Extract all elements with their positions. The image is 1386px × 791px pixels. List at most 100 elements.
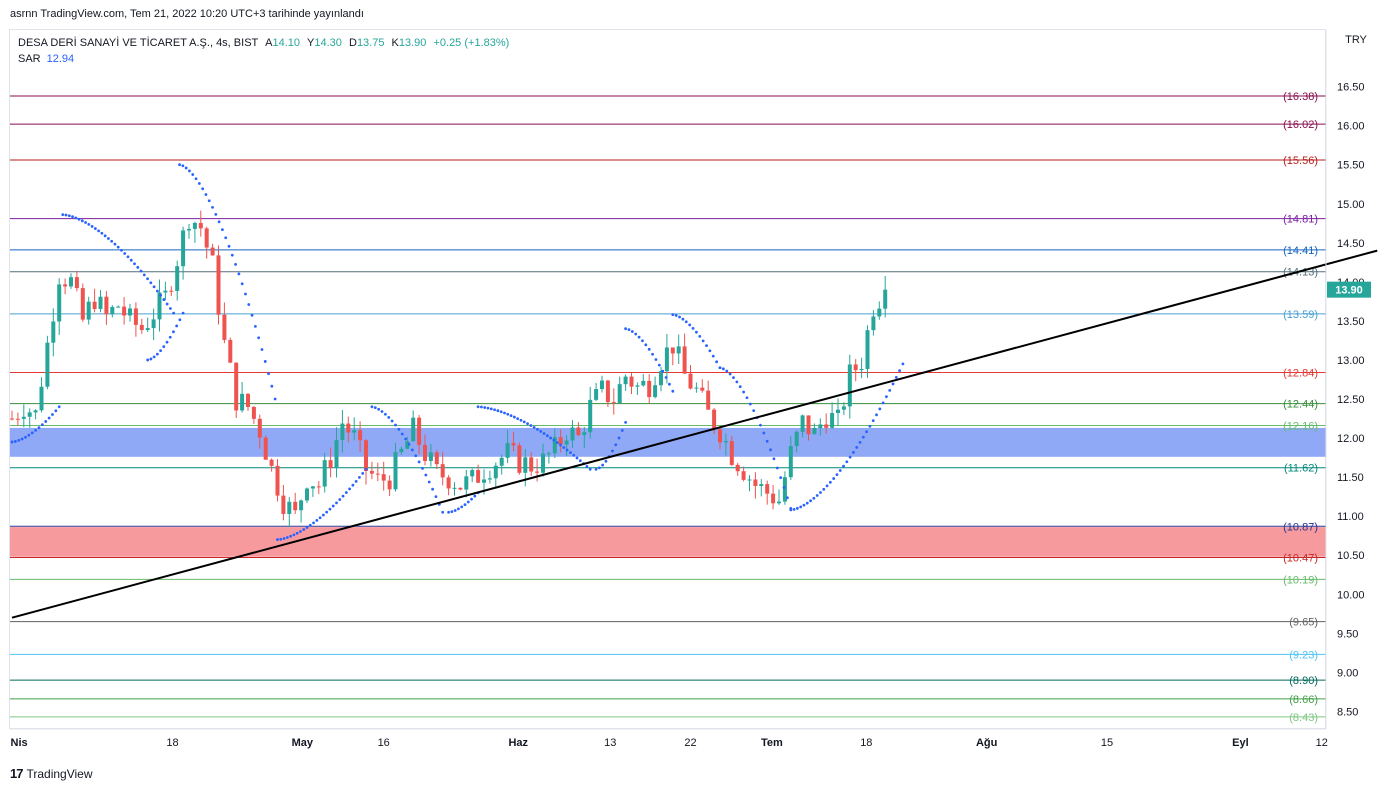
sar-dot <box>772 457 776 461</box>
price-tick-label: 12.00 <box>1337 433 1365 445</box>
sar-dot <box>178 163 181 167</box>
sar-dot <box>155 352 159 356</box>
level-label: (14.41) <box>1283 245 1318 257</box>
candle-body <box>824 424 829 428</box>
sar-dot <box>364 467 368 471</box>
sar-dot <box>684 320 688 324</box>
sar-dot <box>181 164 185 168</box>
candle-body <box>133 308 138 325</box>
candle-body <box>788 446 793 478</box>
candle-body <box>782 477 787 502</box>
candle-body <box>794 431 799 447</box>
candle-body <box>299 500 304 511</box>
sar-dot <box>799 505 803 509</box>
sar-dot <box>630 330 634 333</box>
candle-body <box>263 437 268 460</box>
open-label: A <box>265 37 273 49</box>
candle-body <box>251 406 256 419</box>
sar-dot <box>27 433 31 437</box>
sar-dot <box>260 348 264 351</box>
sar-dot <box>152 355 156 359</box>
sar-dot <box>644 343 648 347</box>
sar-dot <box>221 228 224 232</box>
sar-dot <box>815 494 819 497</box>
candle-body <box>428 452 433 461</box>
sar-value: 12.94 <box>46 53 75 65</box>
candle-body <box>187 228 191 231</box>
candle-body <box>670 347 675 354</box>
candle-body <box>275 465 280 496</box>
price-tick-label: 15.50 <box>1337 160 1365 172</box>
sar-dot <box>698 334 702 338</box>
time-axis: Nis 18 May 16 Haz 13 22 Tem 18 Ağu 15 Eyl 12 <box>10 728 1328 749</box>
sar-dot <box>705 344 708 348</box>
sar-dot <box>417 460 421 464</box>
candle-body <box>27 412 32 417</box>
currency-label[interactable]: TRY <box>1345 34 1367 46</box>
sar-dot <box>562 446 566 449</box>
sar-dot <box>217 220 221 224</box>
sar-dot <box>779 476 783 480</box>
level-label: (10.87) <box>1283 521 1318 533</box>
symbol-name[interactable]: DESA DERİ SANAYİ VE TİCARET A.Ş., 4s, BI… <box>18 37 259 49</box>
sar-dot <box>383 412 387 416</box>
candle-body <box>653 385 658 398</box>
sar-dot <box>328 507 332 511</box>
support-resistance-zone <box>10 427 1326 457</box>
candle-body <box>269 459 274 466</box>
sar-dot <box>522 420 526 424</box>
sar-dot <box>875 413 878 417</box>
sar-dot <box>838 469 842 472</box>
sar-dot <box>792 507 796 511</box>
candle-body <box>470 470 475 477</box>
candle-body <box>594 389 599 400</box>
time-tick-label: Haz <box>508 737 528 749</box>
sar-dot <box>84 221 87 224</box>
sar-dot <box>40 423 44 427</box>
candle-body <box>328 460 333 468</box>
candle-body <box>192 222 197 229</box>
level-label: (14.81) <box>1283 214 1318 226</box>
chart-legend: DESA DERİ SANAYİ VE TİCARET A.Ş., 4s, BI… <box>18 35 509 67</box>
sar-dot <box>601 463 605 467</box>
sar-label[interactable]: SAR <box>18 53 41 65</box>
sar-dot <box>107 237 110 240</box>
sar-dot <box>64 213 68 217</box>
sar-dot <box>146 277 149 281</box>
sar-dot <box>250 313 254 317</box>
candle-body <box>847 364 852 407</box>
price-tick-label: 16.50 <box>1337 82 1365 94</box>
sar-dot <box>110 239 114 243</box>
sar-dot <box>237 272 241 276</box>
sar-dot <box>516 417 520 421</box>
candle-body <box>517 445 522 473</box>
sar-dot <box>299 530 302 533</box>
sar-dot <box>575 456 579 460</box>
time-tick-label: 13 <box>604 737 616 749</box>
sar-dot <box>555 441 559 444</box>
sar-dot <box>54 409 58 413</box>
sar-dot <box>165 340 169 344</box>
sar-dot <box>149 357 153 361</box>
level-label: (12.84) <box>1283 367 1318 379</box>
candle-body <box>635 385 640 387</box>
sar-dot <box>201 187 205 191</box>
sar-dot <box>373 406 377 410</box>
legend-row-ohlc: DESA DERİ SANAYİ VE TİCARET A.Ş., 4s, BI… <box>18 35 509 51</box>
sar-dot <box>822 487 826 491</box>
sar-dot <box>270 384 274 388</box>
candle-body <box>405 441 410 449</box>
sar-dot <box>715 360 719 364</box>
sar-dot <box>769 448 772 452</box>
sar-dot <box>641 339 644 343</box>
footer-brand[interactable]: 17 TradingView <box>10 766 93 781</box>
sar-dot <box>149 281 153 285</box>
candle-body <box>181 230 186 267</box>
sar-dot <box>825 484 829 488</box>
sar-dot <box>434 495 438 499</box>
candle-body <box>871 316 876 331</box>
sar-dot <box>476 405 480 409</box>
candle-body <box>440 464 445 478</box>
sar-dot <box>358 476 361 479</box>
